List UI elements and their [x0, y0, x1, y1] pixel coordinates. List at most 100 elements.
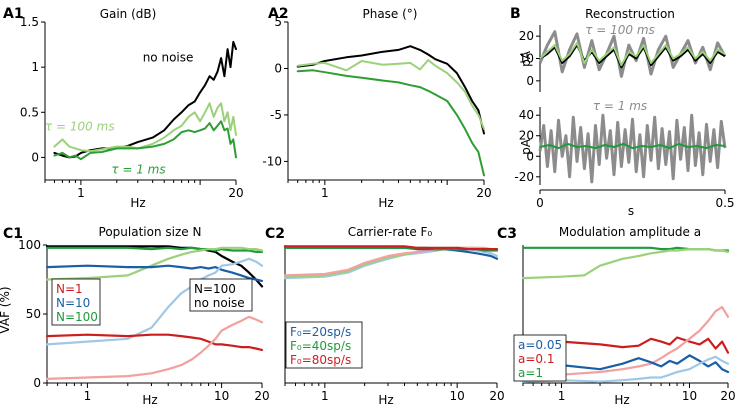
a1-series-darkgreen: [53, 120, 237, 161]
c1-nonoise-legend-box: [189, 278, 253, 312]
xlabel-c2: Hz: [378, 393, 393, 407]
c3-series-red: [521, 336, 730, 354]
a2-y-tick-label: -10: [262, 154, 282, 168]
xlabel-a1: Hz: [130, 196, 145, 210]
c3-series-blue: [521, 354, 730, 374]
annotation-b-bottom: τ = 1 ms: [593, 99, 647, 113]
panel-a1: A1 Gain (dB) Hz 1 20 0 0.5 1 1.5 no noise τ = 1…: [3, 6, 244, 210]
c1-legend-item: N=100: [56, 310, 98, 324]
panel-label-c3: C3: [497, 226, 517, 242]
b-y-tick-label: 10: [519, 52, 534, 66]
c3-x-tick-label: 1: [558, 389, 566, 403]
a1-annotation: τ = 100 ms: [45, 119, 115, 133]
title-a1: Gain (dB): [100, 7, 157, 21]
panel-c2: C2 Carrier-rate F₀ Hz 1 10 20 F₀=20sp/sF₀=4…: [265, 225, 505, 407]
b-y-tick-label: 0: [526, 149, 534, 163]
c1-series-red: [45, 333, 264, 351]
panel-label-c1: C1: [3, 226, 23, 242]
title-b: Reconstruction: [585, 7, 675, 21]
panel-label-c2: C2: [265, 226, 285, 242]
a1-x-tick-label: 1: [77, 186, 85, 200]
xlabel-c3: Hz: [614, 393, 629, 407]
panel-b: B Reconstruction s pA pA τ = 100 ms τ = …: [510, 6, 735, 218]
title-c1: Population size N: [99, 225, 202, 239]
c3-x-tick-label: 10: [682, 389, 697, 403]
c3-series-pink: [521, 306, 730, 378]
c1-legend-item: N=1: [56, 282, 83, 296]
c2-legend-item: F₀=40sp/s: [290, 339, 351, 353]
a2-series-lightgreen: [296, 59, 485, 130]
a2-y-tick-label: -5: [270, 108, 282, 122]
c2-legend-item: F₀=20sp/s: [290, 325, 351, 339]
xlabel-b: s: [628, 204, 634, 218]
a2-series-darkgreen: [296, 69, 485, 177]
xlabel-a2: Hz: [378, 196, 393, 210]
c1-series-pink: [45, 315, 264, 380]
a2-y-tick-label: 0: [274, 61, 282, 75]
c1-series-lightblue: [45, 257, 264, 346]
c1-nonoise-legend-item: no noise: [194, 296, 245, 310]
c1-series-blue: [45, 264, 264, 282]
c3-legend-item: a=0.1: [518, 352, 555, 366]
c2-series-red: [283, 245, 499, 251]
b-series-lightgreen: [539, 41, 726, 67]
c1-legend-box: [51, 278, 101, 326]
c1-y-tick-label: 100: [18, 238, 41, 252]
a1-y-tick-label: 0: [31, 150, 39, 164]
xlabel-c1: Hz: [142, 393, 157, 407]
title-a2: Phase (°): [362, 7, 417, 21]
title-c2: Carrier-rate F₀: [348, 225, 433, 239]
c1-y-tick-label: 0: [33, 376, 41, 390]
c2-x-tick-label: 20: [489, 389, 504, 403]
b-y-tick-label: 20: [519, 29, 534, 43]
c2-legend-box: [285, 321, 363, 369]
c1-series-lightgreen: [45, 246, 264, 281]
a1-annotation: τ = 1 ms: [111, 163, 165, 177]
c3-legend-item: a=1: [518, 366, 543, 380]
a1-series-lightgreen: [53, 102, 237, 153]
b-series-green: [539, 142, 726, 150]
c2-x-tick-label: 1: [321, 389, 329, 403]
c2-legend-item: F₀=80sp/s: [290, 353, 351, 367]
c3-legend-box: [513, 334, 567, 382]
a1-series-black: [53, 40, 237, 159]
c2-x-tick-label: 10: [450, 389, 465, 403]
a1-y-tick-label: 1: [31, 60, 39, 74]
c1-x-tick-label: 10: [214, 389, 229, 403]
c3-legend-item: a=0.05: [518, 338, 562, 352]
b-y-tick-label: 0: [526, 74, 534, 88]
ylabel-b-top: pA: [519, 50, 533, 67]
a1-y-tick-label: 0.5: [20, 105, 39, 119]
a2-y-tick-label: 5: [274, 15, 282, 29]
a2-series-black: [296, 45, 485, 135]
a2-x-tick-label: 20: [476, 186, 491, 200]
c3-x-tick-label: 20: [720, 389, 735, 403]
b-x-tick-label: 0: [536, 196, 544, 210]
annotation-b-top: τ = 100 ms: [585, 23, 655, 37]
panel-label-b: B: [510, 6, 521, 22]
ylabel-b-bottom: pA: [519, 138, 533, 155]
b-y-tick-label: 20: [519, 129, 534, 143]
c3-series-lightgreen: [521, 248, 730, 280]
c1-nonoise-legend-item: N=100: [194, 282, 236, 296]
panel-c1: C1 Population size N Hz VAF (%) 1 10 20 0 50…: [0, 225, 270, 407]
c1-x-tick-label: 20: [254, 389, 269, 403]
c1-legend-item: N=10: [56, 296, 90, 310]
a1-annotation: no noise: [143, 51, 194, 65]
panel-label-a1: A1: [3, 6, 24, 22]
c1-y-tick-label: 50: [26, 307, 41, 321]
a2-x-tick-label: 1: [321, 186, 329, 200]
c3-series-lightblue: [521, 355, 730, 383]
title-c3: Modulation amplitude a: [559, 225, 701, 239]
b-series-black: [539, 44, 726, 69]
b-y-tick-label: 40: [519, 108, 534, 122]
panel-a2: A2 Phase (°) Hz 1 20 5 0 -5 -10: [262, 6, 491, 210]
a1-y-tick-label: 1.5: [20, 15, 39, 29]
b-x-tick-label: 0.5: [715, 196, 734, 210]
c1-x-tick-label: 1: [84, 389, 92, 403]
panel-label-a2: A2: [268, 6, 289, 22]
ylabel-c1: VAF (%): [0, 286, 12, 333]
panel-c3: C3 Modulation amplitude a Hz 1 10 20 a=0.05…: [497, 225, 736, 407]
b-y-tick-label: -20: [514, 170, 534, 184]
